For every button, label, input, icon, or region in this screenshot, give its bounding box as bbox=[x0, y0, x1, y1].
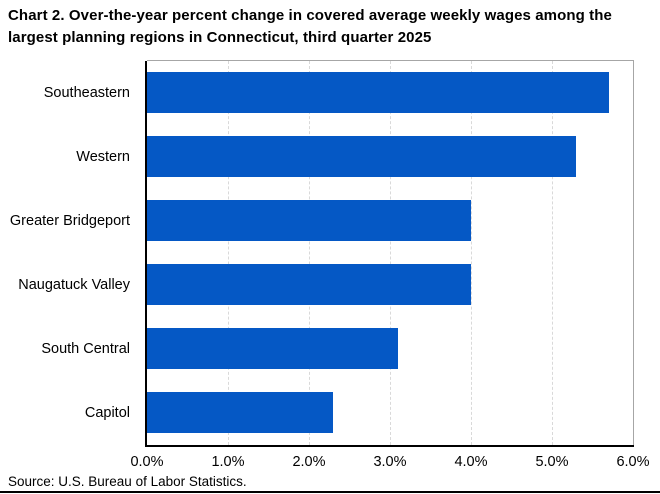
x-axis-line bbox=[145, 445, 634, 447]
bar-capitol bbox=[147, 392, 334, 433]
plot-area bbox=[147, 61, 633, 445]
source-note: Source: U.S. Bureau of Labor Statistics. bbox=[8, 474, 247, 489]
x-tick-label-5-0-: 5.0% bbox=[535, 454, 569, 470]
category-label-capitol: Capitol bbox=[84, 405, 130, 421]
bar-row-western bbox=[147, 125, 633, 189]
category-label-naugatuck-valley: Naugatuck Valley bbox=[18, 277, 130, 293]
category-label-south-central: South Central bbox=[41, 341, 130, 357]
x-tick-label-2-0-: 2.0% bbox=[292, 454, 326, 470]
bar-row-naugatuck-valley bbox=[147, 253, 633, 317]
x-tick-label-1-0-: 1.0% bbox=[211, 454, 245, 470]
bar-greater-bridgeport bbox=[147, 200, 471, 241]
bar-row-greater-bridgeport bbox=[147, 189, 633, 253]
category-label-western: Western bbox=[76, 149, 130, 165]
gridline-5pct bbox=[552, 61, 553, 445]
x-tick-label-4-0-: 4.0% bbox=[454, 454, 488, 470]
bottom-border-rule bbox=[0, 491, 660, 493]
bar-south-central bbox=[147, 328, 399, 369]
bar-southeastern bbox=[147, 72, 609, 113]
x-tick-label-6-0-: 6.0% bbox=[616, 454, 650, 470]
x-tick-label-0-0-: 0.0% bbox=[130, 454, 164, 470]
category-label-southeastern: Southeastern bbox=[43, 85, 130, 101]
plot-border-top bbox=[147, 60, 634, 61]
bar-row-capitol bbox=[147, 381, 633, 445]
plot-border-right bbox=[633, 60, 634, 446]
bar-row-southeastern bbox=[147, 61, 633, 125]
category-label-greater-bridgeport: Greater Bridgeport bbox=[9, 213, 130, 229]
x-tick-label-3-0-: 3.0% bbox=[373, 454, 407, 470]
chart-title: Chart 2. Over-the-year percent change in… bbox=[8, 7, 612, 46]
x-axis-tick-labels: 0.0% 1.0% 2.0% 3.0% 4.0% 5.0% 6.0% bbox=[130, 454, 649, 474]
gridline-4pct bbox=[470, 61, 472, 445]
gridline-3pct bbox=[390, 61, 391, 445]
gridline-2pct bbox=[308, 61, 310, 445]
gridline-1pct bbox=[227, 61, 229, 445]
y-axis-line bbox=[145, 61, 147, 447]
bar-row-south-central bbox=[147, 317, 633, 381]
bar-western bbox=[147, 136, 577, 177]
y-axis-category-labels: Southeastern Western Greater Bridgeport Nau… bbox=[0, 61, 138, 445]
bar-naugatuck-valley bbox=[147, 264, 471, 305]
